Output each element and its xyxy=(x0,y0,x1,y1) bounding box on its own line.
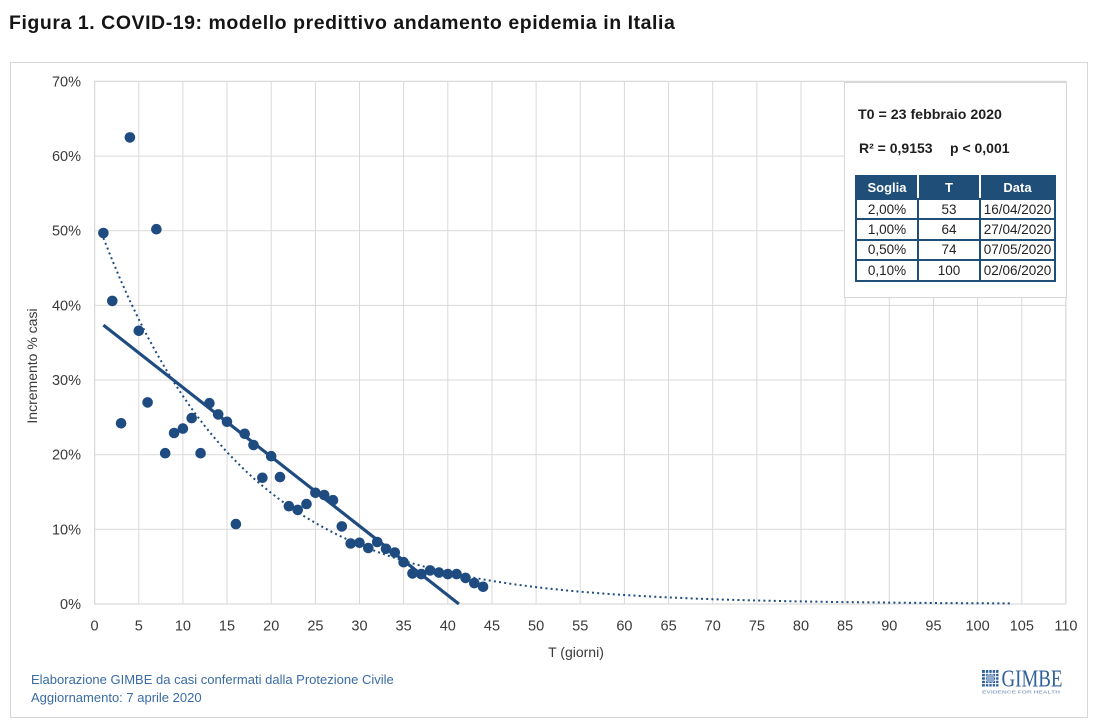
svg-text:60%: 60% xyxy=(52,149,81,165)
svg-text:GIMBE: GIMBE xyxy=(1002,667,1063,693)
svg-text:40: 40 xyxy=(440,619,456,635)
svg-text:110: 110 xyxy=(1054,619,1077,635)
svg-text:65: 65 xyxy=(661,619,677,635)
svg-text:30: 30 xyxy=(351,619,367,635)
svg-text:70: 70 xyxy=(705,619,721,635)
svg-text:35: 35 xyxy=(396,619,412,635)
svg-text:20: 20 xyxy=(263,619,279,635)
svg-text:80: 80 xyxy=(793,619,809,635)
svg-text:50: 50 xyxy=(528,619,544,635)
svg-text:50%: 50% xyxy=(52,224,81,240)
svg-text:10%: 10% xyxy=(52,522,81,538)
svg-text:30%: 30% xyxy=(52,373,81,389)
svg-text:45: 45 xyxy=(484,619,500,635)
svg-text:5: 5 xyxy=(135,619,143,635)
svg-text:95: 95 xyxy=(925,619,941,635)
svg-text:60: 60 xyxy=(616,619,632,635)
svg-text:55: 55 xyxy=(572,619,588,635)
svg-text:T (giorni): T (giorni) xyxy=(548,644,604,660)
svg-text:75: 75 xyxy=(749,619,765,635)
svg-text:105: 105 xyxy=(1010,619,1034,635)
svg-text:0%: 0% xyxy=(60,597,81,613)
svg-text:10: 10 xyxy=(175,619,191,635)
svg-text:70%: 70% xyxy=(52,74,81,90)
svg-text:85: 85 xyxy=(837,619,853,635)
svg-text:20%: 20% xyxy=(52,448,81,464)
svg-text:Incremento % casi: Incremento % casi xyxy=(24,308,40,423)
svg-text:15: 15 xyxy=(219,619,235,635)
svg-text:100: 100 xyxy=(965,619,989,635)
svg-text:40%: 40% xyxy=(52,298,81,314)
svg-text:25: 25 xyxy=(307,619,323,635)
svg-text:0: 0 xyxy=(91,619,99,635)
svg-text:EVIDENCE FOR HEALTH: EVIDENCE FOR HEALTH xyxy=(982,690,1061,695)
svg-text:90: 90 xyxy=(881,619,897,635)
